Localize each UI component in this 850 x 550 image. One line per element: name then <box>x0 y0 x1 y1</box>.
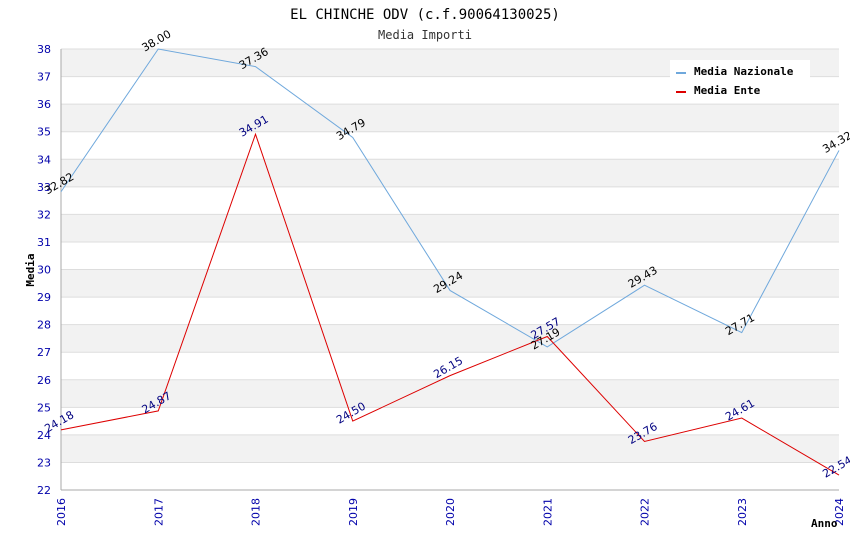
x-tick-label-2017: 2017 <box>152 498 165 526</box>
y-tick-label-36: 36 <box>37 98 51 111</box>
y-tick-label-31: 31 <box>37 236 51 249</box>
y-tick-label-29: 29 <box>37 291 51 304</box>
data-label-media-nazionale-2016: 32.82 <box>42 170 76 197</box>
band-31 <box>61 214 839 242</box>
x-tick-label-2019: 2019 <box>347 498 360 526</box>
x-tick-label-2024: 2024 <box>833 498 846 526</box>
x-axis-ticks: 2016 2017 2018 2019 2020 2021 2022 2023 2024 <box>55 498 846 526</box>
chart-title: EL CHINCHE ODV (c.f.90064130025) <box>290 7 560 23</box>
band-35 <box>61 104 839 132</box>
y-tick-label-38: 38 <box>37 43 51 56</box>
legend-label-media-ente: Media Ente <box>694 84 761 97</box>
band-33 <box>61 159 839 187</box>
chart-subtitle: Media Importi <box>378 28 472 42</box>
legend: Media Nazionale Media Ente <box>670 60 810 100</box>
background-bands <box>61 49 839 463</box>
series-lines <box>60 48 840 476</box>
series-line-media-nazionale <box>60 48 840 348</box>
x-tick-label-2020: 2020 <box>444 498 457 526</box>
y-tick-label-23: 23 <box>37 456 51 469</box>
y-tick-label-26: 26 <box>37 374 51 387</box>
series-line-media-ente <box>60 132 840 476</box>
legend-box <box>670 60 810 100</box>
band-25 <box>61 379 839 408</box>
x-tick-label-2018: 2018 <box>250 498 263 526</box>
y-tick-label-27: 27 <box>37 346 51 359</box>
x-axis-label: Anno <box>811 517 838 530</box>
y-tick-label-25: 25 <box>37 401 51 414</box>
y-tick-label-24: 24 <box>37 429 51 442</box>
x-tick-label-2023: 2023 <box>736 498 749 526</box>
y-tick-label-35: 35 <box>37 126 51 139</box>
x-tick-label-2022: 2022 <box>639 498 652 526</box>
band-29 <box>61 269 839 298</box>
x-tick-label-2021: 2021 <box>541 498 554 526</box>
x-tick-label-2016: 2016 <box>55 498 68 526</box>
y-axis-ticks: 22 23 24 25 26 27 28 29 30 31 32 33 34 35 36 37 38 <box>37 43 51 497</box>
band-23 <box>61 434 839 463</box>
data-label-media-ente-2020: 26.15 <box>431 354 465 381</box>
y-axis-label: Media <box>24 253 37 286</box>
band-27 <box>61 324 839 353</box>
y-tick-label-32: 32 <box>37 208 51 221</box>
y-tick-label-37: 37 <box>37 71 51 84</box>
y-tick-label-33: 33 <box>37 181 51 194</box>
y-tick-label-34: 34 <box>37 153 51 166</box>
data-label-media-nazionale-2024: 34.32 <box>820 129 850 156</box>
legend-label-media-nazionale: Media Nazionale <box>694 65 794 78</box>
y-tick-label-28: 28 <box>37 319 51 332</box>
y-tick-label-22: 22 <box>37 484 51 497</box>
y-tick-label-30: 30 <box>37 264 51 277</box>
